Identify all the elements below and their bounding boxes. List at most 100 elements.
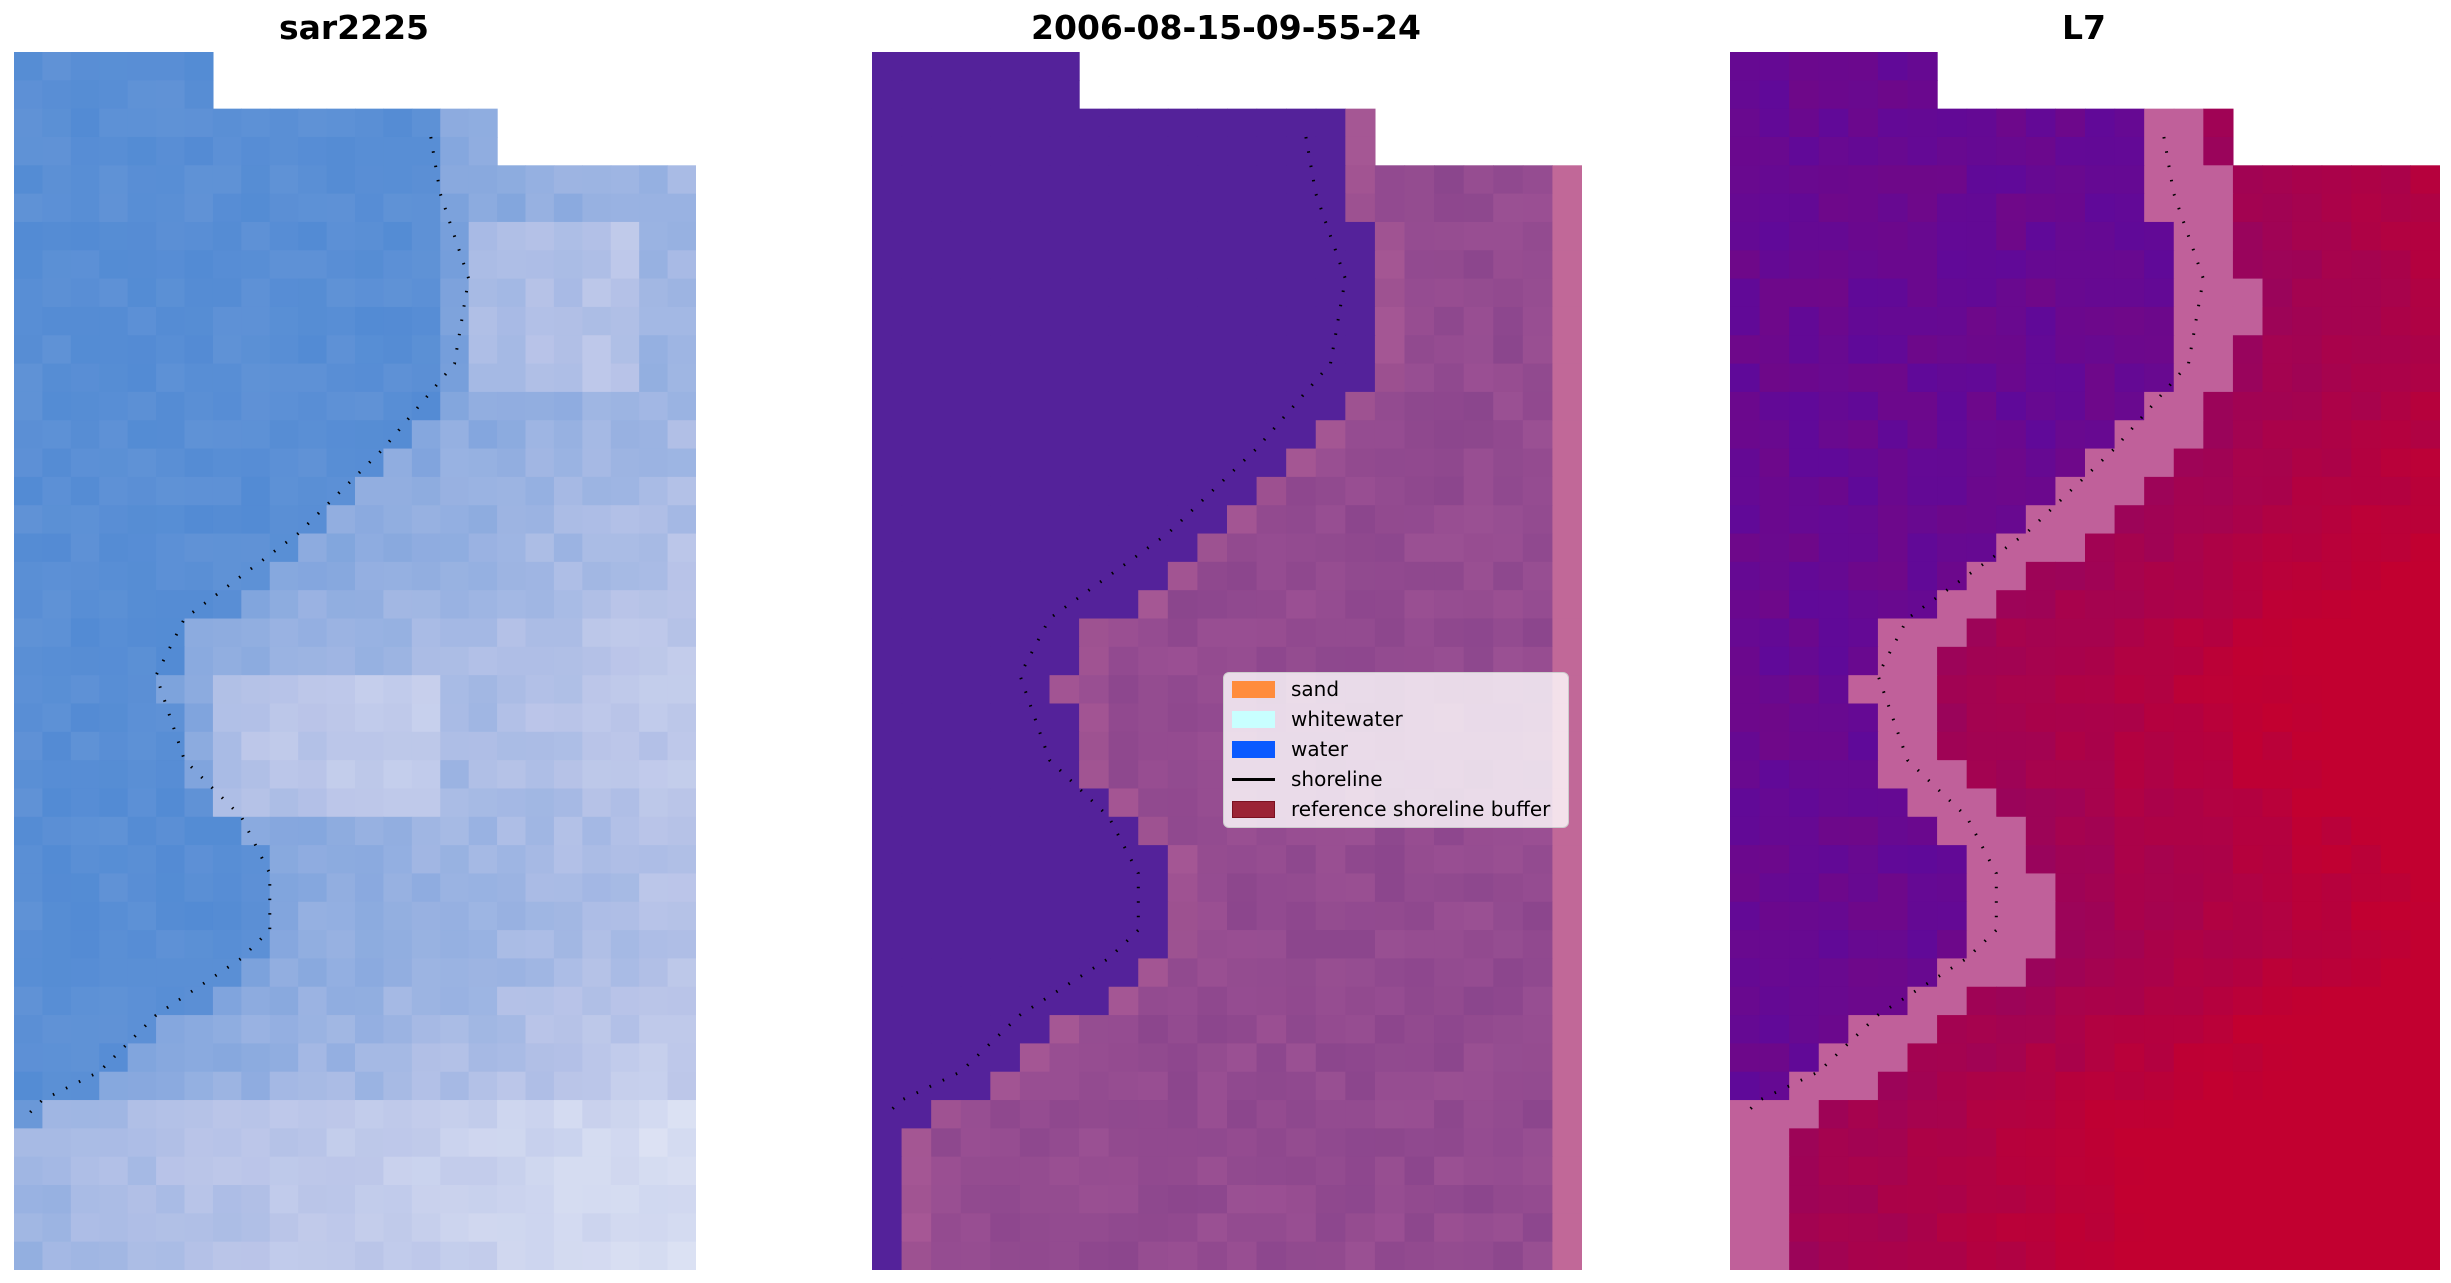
rgb-pixel — [582, 816, 612, 846]
mndwi-pixel — [1759, 703, 1790, 733]
classified-pixel — [1374, 901, 1406, 931]
mndwi-pixel — [2410, 986, 2440, 1016]
classified-pixel — [1197, 448, 1228, 478]
mndwi-pixel — [1877, 986, 1909, 1016]
rgb-pixel — [99, 165, 129, 195]
rgb-pixel — [553, 760, 583, 790]
rgb-pixel — [440, 250, 470, 280]
rgb-pixel — [468, 1241, 498, 1270]
mndwi-pixel — [2173, 136, 2204, 166]
classified-pixel — [1138, 335, 1169, 365]
rgb-pixel — [298, 420, 328, 450]
rgb-pixel — [212, 760, 242, 790]
mndwi-pixel — [1848, 930, 1879, 960]
rgb-pixel — [497, 1100, 527, 1129]
rgb-pixel — [184, 1100, 214, 1129]
classified-pixel — [1552, 901, 1582, 931]
classified-pixel — [1019, 958, 1051, 988]
rgb-pixel — [184, 306, 214, 336]
mndwi-pixel — [2144, 533, 2175, 563]
classified-pixel — [1256, 1185, 1287, 1214]
rgb-pixel — [156, 108, 186, 138]
rgb-pixel — [383, 788, 413, 818]
rgb-pixel — [212, 420, 242, 450]
mndwi-pixel — [1730, 533, 1761, 563]
rgb-pixel — [269, 108, 299, 138]
classified-pixel — [1138, 1128, 1169, 1158]
rgb-pixel — [241, 703, 271, 733]
classified-pixel — [1019, 703, 1051, 733]
classified-pixel — [872, 901, 903, 931]
rgb-pixel — [42, 561, 72, 591]
mndwi-pixel — [1789, 873, 1820, 903]
mndwi-pixel — [1966, 1185, 1997, 1214]
rgb-pixel — [383, 250, 413, 280]
rgb-pixel — [70, 193, 100, 223]
rgb-pixel — [411, 193, 441, 223]
mndwi-pixel — [2380, 1043, 2412, 1073]
rgb-pixel — [241, 930, 271, 960]
classified-pixel — [1256, 901, 1287, 931]
mndwi-pixel — [2410, 335, 2440, 365]
mndwi-pixel — [2203, 420, 2234, 450]
classified-pixel — [1227, 1043, 1258, 1073]
mndwi-pixel — [1937, 845, 1968, 875]
rgb-pixel — [411, 1043, 441, 1073]
mndwi-pixel — [1759, 533, 1790, 563]
mndwi-pixel — [2085, 845, 2116, 875]
rgb-pixel — [326, 703, 356, 733]
mndwi-pixel — [2144, 1241, 2175, 1270]
mndwi-pixel — [2232, 590, 2264, 620]
classified-pixel — [1138, 590, 1169, 620]
mndwi-pixel — [1877, 221, 1909, 251]
rgb-pixel — [497, 533, 527, 563]
mndwi-pixel — [2203, 731, 2234, 761]
classified-pixel — [960, 731, 991, 761]
classified-pixel — [1049, 675, 1080, 705]
mndwi-pixel — [2292, 250, 2323, 280]
rgb-pixel — [14, 363, 44, 393]
mndwi-pixel — [2380, 1071, 2412, 1101]
classified-pixel — [1079, 363, 1110, 393]
rgb-pixel — [667, 845, 696, 875]
rgb-pixel — [212, 675, 242, 705]
rgb-pixel — [212, 505, 242, 535]
classified-pixel — [1138, 958, 1169, 988]
classified-pixel — [1434, 958, 1465, 988]
rgb-pixel — [42, 250, 72, 280]
classified-pixel — [1552, 845, 1582, 875]
mndwi-pixel — [1818, 165, 1849, 195]
mndwi-pixel — [2232, 420, 2264, 450]
rgb-pixel — [525, 505, 555, 535]
rgb-pixel — [582, 1185, 612, 1214]
classified-pixel — [872, 760, 903, 790]
mndwi-pixel — [2262, 363, 2293, 393]
classified-pixel — [1374, 1043, 1406, 1073]
rgb-pixel — [14, 590, 44, 620]
mndwi-pixel — [2173, 108, 2204, 138]
mndwi-pixel — [2144, 873, 2175, 903]
mndwi-pixel — [2055, 1185, 2086, 1214]
rgb-pixel — [440, 1043, 470, 1073]
classified-pixel — [1108, 391, 1139, 421]
mndwi-pixel — [1759, 80, 1790, 110]
classified-pixel — [1167, 193, 1199, 223]
mndwi-pixel — [2203, 306, 2234, 336]
classified-pixel — [960, 561, 991, 591]
rgb-pixel — [411, 1185, 441, 1214]
rgb-pixel — [99, 760, 129, 790]
classified-pixel — [1108, 873, 1139, 903]
mndwi-pixel — [2232, 930, 2264, 960]
mndwi-pixel — [1966, 1213, 1997, 1243]
mndwi-pixel — [2410, 533, 2440, 563]
rgb-pixel — [127, 1071, 157, 1101]
classified-pixel — [960, 986, 991, 1016]
mndwi-pixel — [2085, 193, 2116, 223]
mndwi-pixel — [2232, 1213, 2264, 1243]
classified-pixel — [872, 930, 903, 960]
mndwi-pixel — [1966, 1071, 1997, 1101]
mndwi-pixel — [2055, 1043, 2086, 1073]
classified-pixel — [1049, 1043, 1080, 1073]
mndwi-pixel — [1877, 250, 1909, 280]
rgb-pixel — [355, 363, 385, 393]
